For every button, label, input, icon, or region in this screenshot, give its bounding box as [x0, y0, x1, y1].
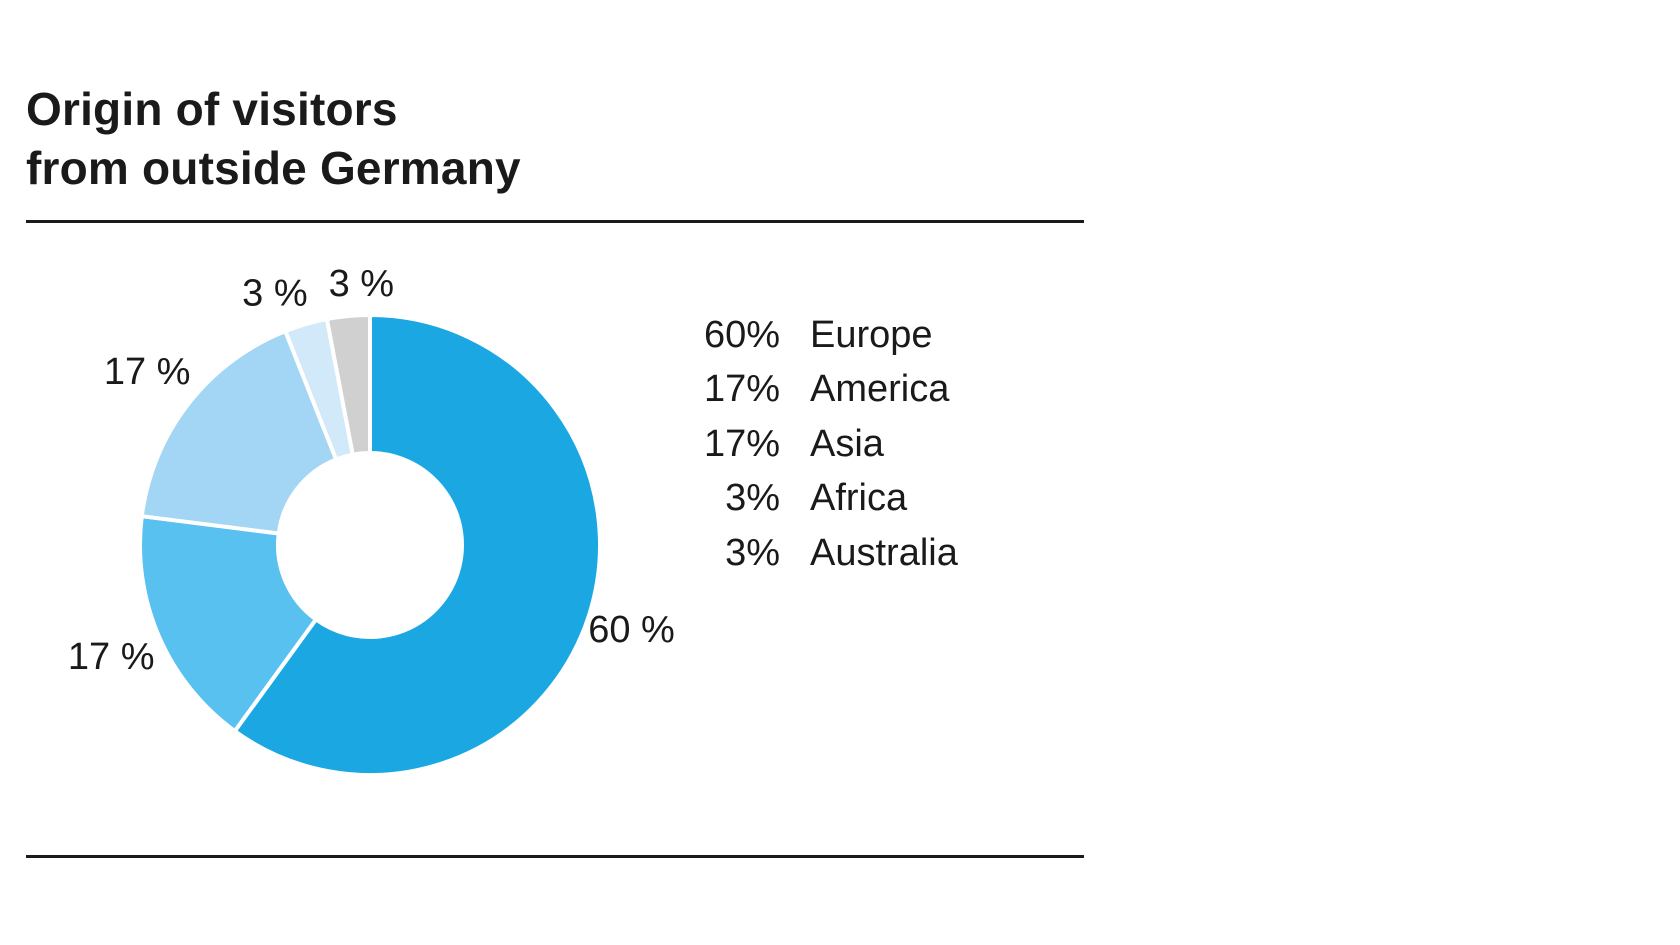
legend-value: 17%: [703, 368, 780, 411]
legend-label: America: [810, 368, 950, 411]
chart-title-line-2: from outside Germany: [26, 142, 521, 194]
legend: 60% Europe 17% America 17% Asia 3% Afric…: [680, 308, 958, 581]
legend-label: Australia: [810, 531, 958, 574]
slice-label-america: 17 %: [68, 636, 155, 678]
legend-item-america: 17% America: [680, 363, 958, 418]
legend-label: Asia: [810, 422, 884, 465]
top-divider: [26, 220, 1084, 223]
legend-item-australia: 3% Australia: [680, 526, 958, 581]
legend-value: 17%: [703, 422, 780, 465]
slice-label-europe: 60 %: [588, 609, 675, 651]
bottom-divider: [26, 855, 1084, 858]
slice-label-australia: 3 %: [329, 263, 394, 305]
legend-value: 60%: [703, 313, 780, 356]
slice-labels: 60 % 17 % 17 % 3 % 3 %: [68, 263, 675, 678]
legend-item-europe: 60% Europe: [680, 308, 958, 363]
legend-value: 3%: [725, 477, 780, 520]
legend-item-asia: 17% Asia: [680, 417, 958, 472]
legend-item-africa: 3% Africa: [680, 472, 958, 527]
legend-label: Africa: [810, 477, 908, 520]
slice-label-asia: 17 %: [104, 351, 191, 393]
chart-title: Origin of visitors from outside Germany: [26, 80, 521, 198]
donut-slice-asia: [139, 328, 339, 536]
legend-label: Europe: [810, 313, 933, 356]
donut-slice-australia: [324, 312, 372, 457]
donut-slices: [138, 312, 602, 777]
donut-slice-america: [138, 513, 319, 734]
legend-value: 3%: [725, 531, 780, 574]
slice-label-africa: 3 %: [242, 272, 307, 314]
chart-title-line-1: Origin of visitors: [26, 83, 398, 135]
donut-slice-europe: [232, 312, 602, 777]
